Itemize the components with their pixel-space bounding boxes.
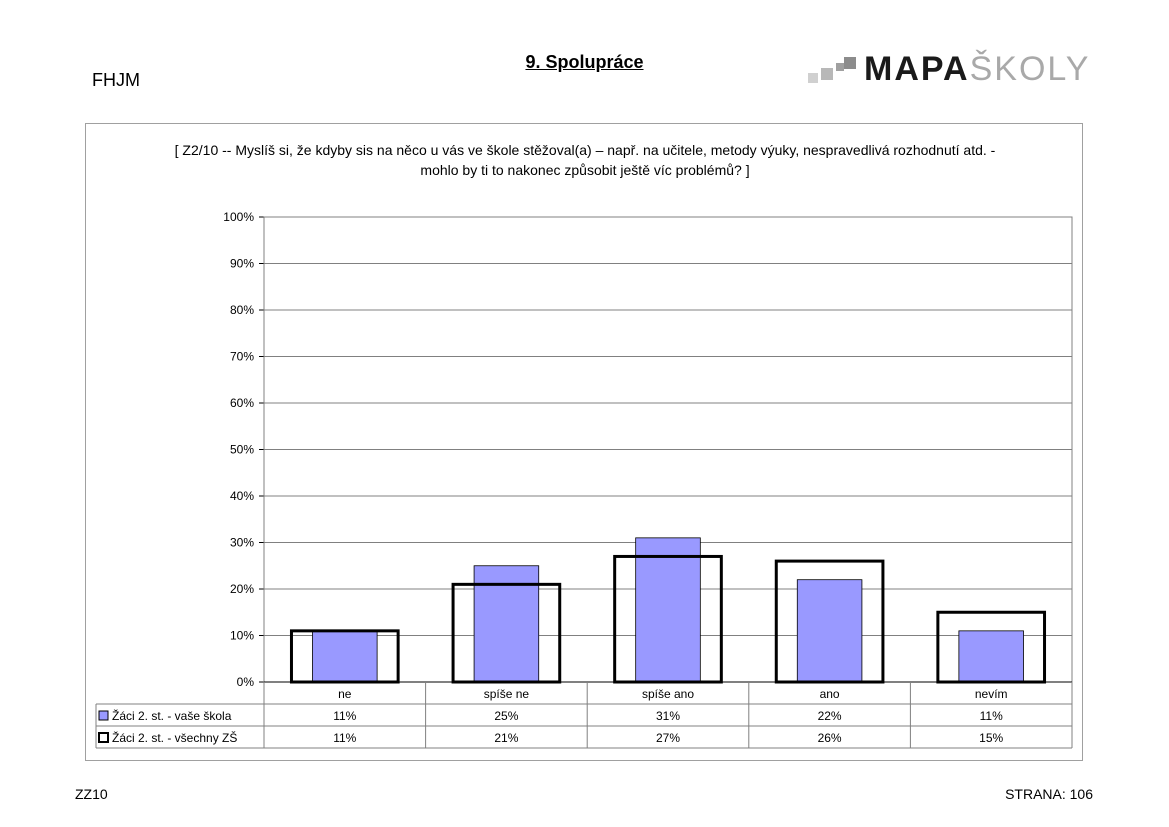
chart-frame (85, 123, 1083, 761)
y-tick-label: 10% (230, 629, 254, 643)
y-tick-label: 90% (230, 257, 254, 271)
footer-page-number: STRANA: 106 (1005, 786, 1093, 802)
legend-label-vase-skola: Žáci 2. st. - vaše škola (112, 708, 232, 723)
data-label-vase-skola: 11% (980, 709, 1003, 723)
y-tick-label: 70% (230, 350, 254, 364)
legend-label-vsechny-zs: Žáci 2. st. - všechny ZŠ (112, 730, 237, 745)
bar-ne-vase-skola (312, 630, 378, 683)
x-category-label: nevím (975, 687, 1008, 701)
x-category-label: spíše ne (484, 687, 530, 701)
logo-squares-icon (808, 57, 868, 85)
legend-key-vsechny-zs (98, 732, 109, 743)
data-label-vsechny-zs: 11% (333, 731, 356, 745)
page-title: 9. Spolupráce (525, 52, 644, 72)
x-category-label: spíše ano (642, 687, 694, 701)
bar-ano-vase-skola (796, 579, 863, 683)
data-label-vsechny-zs: 15% (979, 731, 1003, 745)
y-tick-label: 20% (230, 582, 254, 596)
y-tick-label: 0% (237, 675, 255, 689)
y-tick-label: 60% (230, 396, 254, 410)
y-tick-label: 80% (230, 303, 254, 317)
data-label-vase-skola: 31% (656, 709, 680, 723)
bar-nevím-vase-skola (958, 630, 1024, 683)
y-tick-label: 100% (223, 210, 254, 224)
y-tick-label: 40% (230, 489, 254, 503)
data-label-vase-skola: 22% (818, 709, 842, 723)
chart-title: [ Z2/10 -- Myslíš si, že kdyby sis na ně… (174, 142, 996, 178)
logo-wordmark: MAPAŠKOLY (864, 50, 1091, 88)
y-tick-label: 30% (230, 536, 254, 550)
x-category-label: ne (338, 687, 352, 701)
x-category-label: ano (820, 687, 840, 701)
data-label-vsechny-zs: 27% (656, 731, 680, 745)
footer-code: ZZ10 (75, 786, 108, 802)
y-tick-label: 50% (230, 443, 254, 457)
data-label-vsechny-zs: 21% (494, 731, 518, 745)
bar-spíše ano-vase-skola (635, 537, 701, 683)
mapa-skoly-logo: MAPAŠKOLY (808, 50, 1088, 88)
legend-key-vase-skola (98, 710, 109, 721)
data-label-vsechny-zs: 26% (818, 731, 842, 745)
data-label-vase-skola: 11% (333, 709, 356, 723)
school-code: FHJM (92, 70, 140, 90)
data-label-vase-skola: 25% (494, 709, 518, 723)
